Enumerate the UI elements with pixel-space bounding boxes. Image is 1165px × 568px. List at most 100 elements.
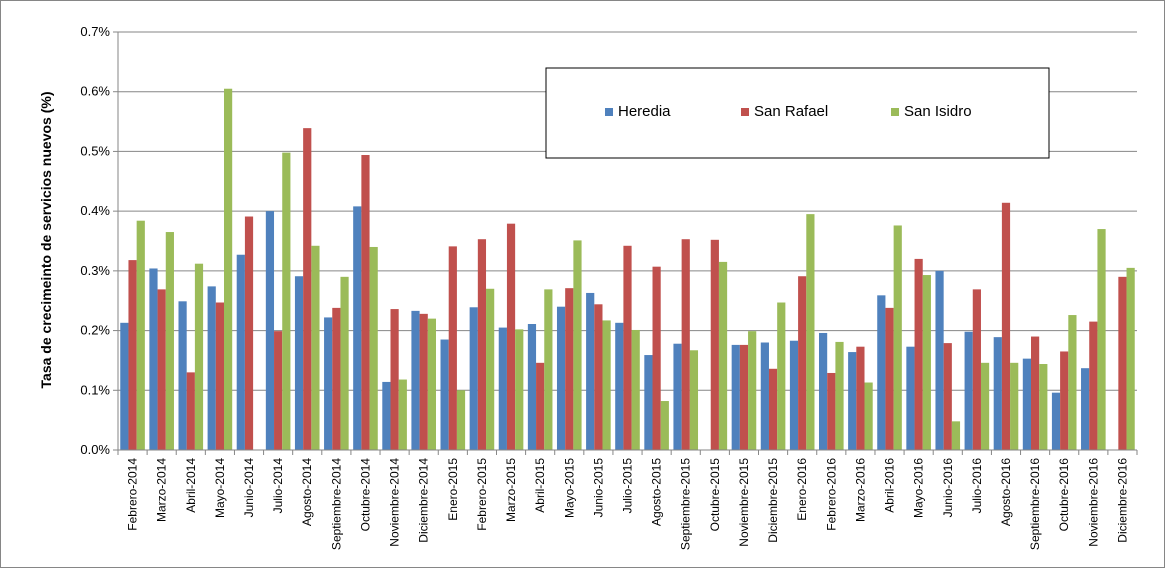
x-tick-label: Septiembre-2015 — [679, 458, 693, 550]
x-tick-label: Octubre-2016 — [1057, 458, 1071, 532]
bar-heredia — [120, 322, 129, 450]
x-tick-label: Noviembre-2015 — [737, 458, 751, 547]
bar-san-isidro — [718, 261, 728, 450]
bar-heredia — [964, 331, 973, 450]
bar-heredia — [731, 344, 740, 450]
y-axis-title: Tasa de crecimeinto de servicios nuevos … — [38, 92, 54, 389]
bar-san-isidro — [893, 225, 902, 450]
y-tick-label: 0.6% — [80, 84, 110, 99]
y-tick-label: 0.2% — [80, 323, 110, 338]
x-tick-label: Junio-2015 — [591, 458, 605, 518]
bar-san-rafael — [972, 289, 981, 450]
x-tick-label: Abril-2016 — [883, 458, 897, 513]
bar-san-rafael — [798, 276, 807, 450]
bar-san-isidro — [922, 275, 931, 450]
x-tick-label: Febrero-2015 — [475, 458, 489, 531]
bar-san-rafael — [215, 302, 224, 450]
bar-san-rafael — [244, 216, 254, 450]
bar-san-isidro — [1126, 267, 1135, 450]
x-tick-label: Junio-2014 — [242, 458, 256, 518]
x-tick-label: Septiembre-2014 — [329, 458, 343, 550]
x-tick-labels: Febrero-2014 Marzo-2014 Abril-2014 Mayo-201… — [126, 458, 1130, 550]
legend-swatch — [741, 108, 749, 116]
bar-san-rafael — [477, 239, 487, 450]
bar-heredia — [178, 301, 187, 450]
bar-heredia — [1051, 392, 1061, 450]
x-tick-label: Agosto-2016 — [999, 458, 1013, 526]
bar-san-rafael — [128, 260, 137, 450]
legend: Heredia San Rafael San Isidro — [545, 67, 1050, 159]
bar-heredia — [993, 337, 1002, 450]
y-tick-label: 0.1% — [80, 382, 110, 397]
bar-san-isidro — [486, 288, 495, 450]
bar-san-rafael — [157, 289, 166, 450]
bar-heredia — [207, 286, 216, 450]
bar-san-isidro — [136, 220, 145, 450]
bar-san-rafael — [332, 307, 341, 450]
bar-san-rafael — [943, 343, 952, 450]
bar-san-isidro — [660, 401, 669, 450]
bar-san-isidro — [980, 362, 990, 450]
bar-heredia — [556, 306, 566, 450]
bar-san-isidro — [1097, 229, 1106, 450]
bar-heredia — [1081, 368, 1090, 450]
legend-box — [545, 67, 1050, 159]
bar-san-isidro — [427, 318, 436, 450]
bar-san-rafael — [448, 246, 457, 450]
x-tick-label: Junio-2016 — [941, 458, 955, 518]
bar-heredia — [440, 339, 449, 450]
x-tick-label: Mayo-2015 — [562, 458, 576, 518]
bar-san-rafael — [186, 372, 195, 450]
axes — [117, 32, 1138, 455]
bar-san-isidro — [224, 88, 233, 450]
bar-san-rafael — [536, 362, 545, 450]
bar-san-isidro — [835, 341, 844, 450]
y-tick-label: 0.7% — [80, 24, 110, 39]
bar-san-isidro — [515, 329, 524, 450]
legend-label: San Rafael — [754, 103, 828, 120]
bar-heredia — [615, 322, 624, 450]
bar-heredia — [819, 332, 828, 450]
bar-san-rafael — [361, 155, 370, 450]
bar-heredia — [935, 270, 944, 450]
bar-san-isidro — [398, 379, 407, 450]
bar-heredia — [789, 340, 799, 450]
bar-san-rafael — [623, 245, 632, 450]
bar-heredia — [353, 206, 362, 450]
bar-san-rafael — [885, 307, 894, 450]
legend-label: San Isidro — [904, 103, 972, 120]
x-tick-label: Enero-2016 — [795, 458, 809, 521]
bar-san-rafael — [274, 331, 283, 450]
x-tick-label: Febrero-2016 — [824, 458, 838, 531]
bar-heredia — [236, 254, 245, 450]
bar-heredia — [906, 346, 915, 450]
bar-heredia — [673, 343, 682, 450]
bar-heredia — [527, 324, 537, 450]
bar-san-isidro — [748, 331, 757, 450]
bar-san-isidro — [1068, 315, 1077, 450]
bar-san-rafael — [506, 223, 516, 450]
bars — [120, 88, 1135, 450]
bar-san-rafael — [1089, 321, 1098, 450]
bar-heredia — [877, 295, 886, 450]
bar-san-isidro — [951, 421, 961, 450]
bar-san-rafael — [652, 266, 661, 450]
bar-san-isidro — [631, 329, 640, 450]
bar-heredia — [382, 381, 391, 450]
bar-san-isidro — [165, 232, 174, 450]
bar-san-isidro — [282, 152, 291, 450]
x-tick-label: Diciembre-2015 — [766, 458, 780, 543]
bar-san-isidro — [369, 246, 378, 450]
bar-san-isidro — [340, 276, 349, 450]
x-tick-label: Enero-2015 — [446, 458, 460, 521]
y-tick-label: 0.5% — [80, 143, 110, 158]
y-tick-label: 0.0% — [80, 442, 110, 457]
bar-san-rafael — [827, 372, 836, 450]
bar-san-rafael — [1031, 336, 1040, 450]
x-tick-label: Agosto-2015 — [650, 458, 664, 526]
x-tick-label: Julio-2014 — [271, 458, 285, 514]
bar-heredia — [411, 310, 420, 450]
bar-san-isidro — [689, 350, 699, 450]
bar-heredia — [294, 276, 304, 450]
